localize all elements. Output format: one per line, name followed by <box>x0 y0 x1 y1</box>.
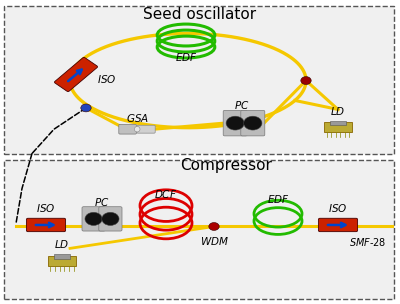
Text: $\mathit{PC}$: $\mathit{PC}$ <box>94 195 110 208</box>
Circle shape <box>301 77 311 85</box>
FancyBboxPatch shape <box>82 207 105 231</box>
Ellipse shape <box>134 126 140 132</box>
Text: Seed oscillator: Seed oscillator <box>144 7 256 22</box>
Bar <box>330 121 346 125</box>
Text: $\mathit{EDF}$: $\mathit{EDF}$ <box>267 193 289 205</box>
FancyBboxPatch shape <box>54 57 98 92</box>
FancyBboxPatch shape <box>137 125 155 133</box>
Circle shape <box>102 212 119 226</box>
Circle shape <box>209 223 219 230</box>
Text: Compressor: Compressor <box>180 158 272 173</box>
Circle shape <box>226 116 244 130</box>
Circle shape <box>85 212 102 226</box>
FancyBboxPatch shape <box>4 160 394 299</box>
FancyBboxPatch shape <box>223 110 247 136</box>
Bar <box>54 254 70 259</box>
Circle shape <box>81 104 91 112</box>
Text: $\mathit{LD}$: $\mathit{LD}$ <box>54 238 70 250</box>
FancyBboxPatch shape <box>241 110 265 136</box>
Text: $\mathit{GSA}$: $\mathit{GSA}$ <box>126 112 150 124</box>
Text: $\mathit{SMF\text{-}28}$: $\mathit{SMF\text{-}28}$ <box>348 236 386 248</box>
FancyBboxPatch shape <box>26 218 66 232</box>
Text: $\mathit{EDF}$: $\mathit{EDF}$ <box>175 51 197 63</box>
Text: $\mathit{ISO}$: $\mathit{ISO}$ <box>97 73 116 85</box>
FancyBboxPatch shape <box>119 124 136 134</box>
FancyBboxPatch shape <box>99 207 122 231</box>
Circle shape <box>244 116 262 130</box>
Text: $\mathit{ISO}$: $\mathit{ISO}$ <box>36 202 56 214</box>
Bar <box>324 122 352 132</box>
Text: $\mathit{WDM}$: $\mathit{WDM}$ <box>200 235 228 247</box>
Text: $\mathit{ISO}$: $\mathit{ISO}$ <box>328 202 348 214</box>
Text: $\mathit{DCF}$: $\mathit{DCF}$ <box>154 188 178 200</box>
Bar <box>48 256 76 266</box>
FancyBboxPatch shape <box>4 6 394 154</box>
Text: $\mathit{PC}$: $\mathit{PC}$ <box>234 99 250 112</box>
Text: $\mathit{LD}$: $\mathit{LD}$ <box>330 105 346 117</box>
FancyBboxPatch shape <box>318 218 358 232</box>
